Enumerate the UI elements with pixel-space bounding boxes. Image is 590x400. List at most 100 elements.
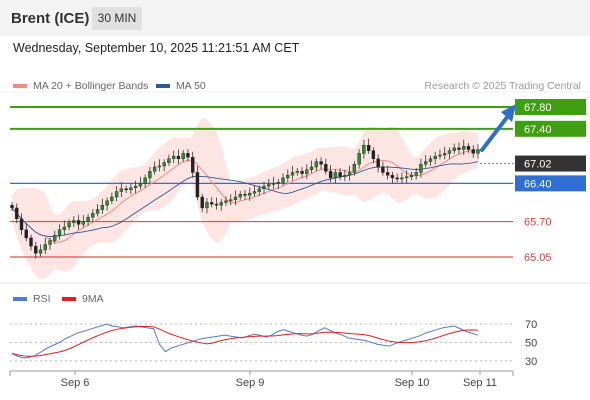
candle-body bbox=[419, 164, 423, 173]
candle-body bbox=[243, 194, 247, 196]
candle-body bbox=[462, 146, 466, 150]
candle-body bbox=[186, 153, 190, 158]
rsi-9ma-line bbox=[11, 326, 479, 357]
legend-label-bollinger: MA 20 + Bollinger Bands bbox=[33, 80, 149, 92]
candle-body bbox=[38, 249, 43, 254]
candle-body bbox=[338, 172, 342, 178]
candle-body bbox=[167, 158, 171, 163]
candle-body bbox=[333, 172, 338, 179]
candle-body bbox=[438, 154, 442, 157]
candle-body bbox=[210, 202, 214, 205]
level-badge-67.40 bbox=[515, 120, 586, 137]
candle-body bbox=[271, 183, 276, 185]
candle-body bbox=[414, 172, 418, 176]
timeframe-button[interactable]: 30 MIN bbox=[92, 7, 142, 30]
candle-body bbox=[319, 161, 323, 165]
candle-body bbox=[248, 192, 252, 196]
candle-body bbox=[133, 185, 138, 188]
candle-body bbox=[34, 245, 38, 254]
candle-body bbox=[257, 188, 261, 192]
candle-body bbox=[176, 155, 181, 160]
candle-body bbox=[48, 240, 52, 245]
x-axis-label: Sep 6 bbox=[60, 377, 90, 389]
legend-label-9ma: 9MA bbox=[82, 293, 104, 305]
candle-body bbox=[262, 185, 266, 190]
candle-body bbox=[15, 207, 19, 220]
legend-item-ma50: MA 50 bbox=[156, 80, 206, 92]
candle-body bbox=[314, 161, 319, 168]
level-label-65.05: 65.05 bbox=[524, 252, 552, 264]
candle-body bbox=[347, 172, 352, 176]
candle-body bbox=[390, 174, 395, 179]
candle-body bbox=[357, 153, 361, 165]
candle-body bbox=[138, 183, 143, 187]
candle-body bbox=[57, 229, 62, 236]
candle-body bbox=[233, 196, 238, 200]
level-badge-67.02 bbox=[515, 155, 586, 172]
candle-body bbox=[443, 153, 447, 156]
candle-body bbox=[67, 222, 71, 228]
level-label-67.02: 67.02 bbox=[524, 159, 552, 171]
candle-body bbox=[10, 204, 14, 209]
candle-body bbox=[91, 213, 95, 218]
legend-swatch-9ma bbox=[62, 297, 76, 301]
x-axis-label: Sep 11 bbox=[462, 377, 498, 389]
candle-body bbox=[457, 147, 461, 150]
candle-body bbox=[381, 166, 385, 173]
candle-body bbox=[362, 144, 366, 154]
candle-body bbox=[300, 171, 304, 174]
candle-body bbox=[305, 169, 309, 174]
candle-body bbox=[214, 203, 219, 206]
candle-body bbox=[366, 144, 371, 151]
candle-body bbox=[324, 164, 328, 172]
candle-body bbox=[352, 164, 357, 173]
legend-label-ma50: MA 50 bbox=[176, 80, 206, 92]
candle-body bbox=[476, 149, 480, 154]
ma20-line bbox=[11, 149, 479, 243]
candle-body bbox=[181, 153, 185, 160]
candle-body bbox=[295, 171, 300, 173]
candle-body bbox=[124, 188, 128, 191]
level-badge-66.40 bbox=[515, 175, 586, 192]
candle-body bbox=[29, 237, 33, 247]
research-credit: Research © 2025 Trading Central bbox=[424, 80, 581, 92]
candle-body bbox=[152, 166, 157, 172]
candle-body bbox=[452, 147, 456, 151]
instrument-title: Brent (ICE) bbox=[11, 10, 90, 27]
candle-body bbox=[76, 220, 81, 225]
forecast-arrowhead bbox=[501, 104, 516, 122]
candle-body bbox=[95, 209, 100, 214]
candle-body bbox=[309, 166, 314, 170]
candle-body bbox=[72, 220, 76, 223]
candle-body bbox=[252, 191, 257, 194]
candle-body bbox=[100, 204, 105, 210]
candle-body bbox=[229, 199, 233, 202]
level-badge-67.80 bbox=[515, 99, 586, 115]
candle-body bbox=[119, 188, 124, 192]
candle-body bbox=[290, 172, 295, 176]
candle-body bbox=[343, 174, 347, 178]
level-label-65.70: 65.70 bbox=[524, 217, 552, 229]
legend-swatch-bollinger bbox=[13, 84, 27, 88]
candle-body bbox=[200, 196, 204, 209]
legend-swatch-ma50 bbox=[156, 84, 170, 88]
candle-body bbox=[281, 177, 285, 183]
candle-body bbox=[205, 202, 209, 209]
legend-item-9ma: 9MA bbox=[62, 293, 104, 305]
candle-body bbox=[81, 221, 86, 225]
legend-swatch-rsi bbox=[13, 297, 27, 301]
x-axis-label: Sep 9 bbox=[235, 377, 265, 389]
candle-body bbox=[371, 150, 376, 160]
candle-body bbox=[385, 172, 390, 176]
candle-body bbox=[447, 150, 452, 154]
legend-item-bollinger: MA 20 + Bollinger Bands bbox=[13, 80, 148, 92]
x-axis-label: Sep 10 bbox=[394, 377, 430, 389]
candle-body bbox=[24, 229, 28, 239]
candle-body bbox=[433, 155, 437, 160]
candle-body bbox=[53, 234, 57, 241]
candle-body bbox=[471, 149, 475, 154]
forecast-arrow bbox=[480, 114, 510, 152]
candle-body bbox=[171, 155, 176, 160]
candle-body bbox=[190, 156, 195, 173]
